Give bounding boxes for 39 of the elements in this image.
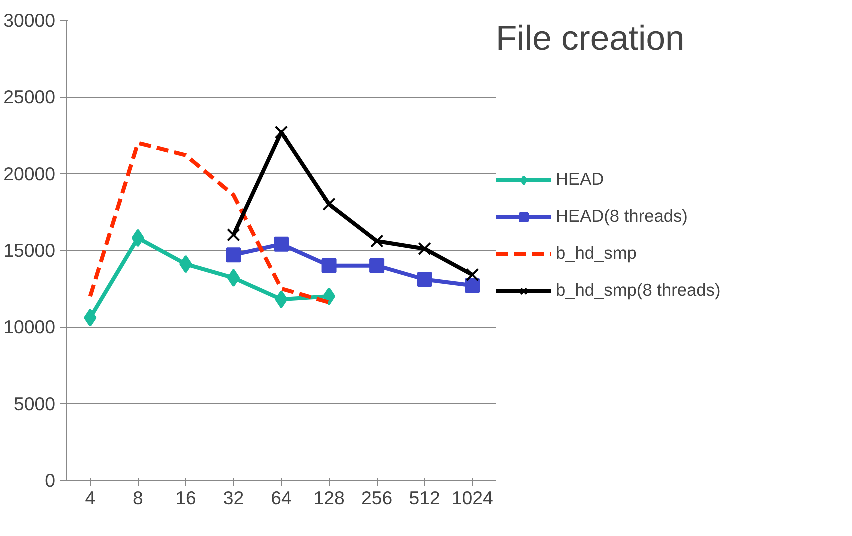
point xyxy=(370,258,385,274)
point xyxy=(465,278,480,294)
point xyxy=(370,234,384,248)
point xyxy=(132,229,144,248)
y-tick-label: 30000 xyxy=(4,10,56,31)
x-tick-label: 256 xyxy=(361,488,393,508)
y-tick-label: 15000 xyxy=(4,240,56,261)
y-tick-label: 10000 xyxy=(4,316,56,338)
point xyxy=(274,236,289,252)
x-tick-label: 512 xyxy=(409,488,440,508)
legend-label: HEAD(8 threads) xyxy=(556,206,688,227)
point xyxy=(322,258,337,274)
y-tick-label: 20000 xyxy=(4,163,56,184)
point xyxy=(275,290,288,309)
x-tick-label: 8 xyxy=(132,488,144,508)
y-tick-label: 5000 xyxy=(14,393,56,414)
point xyxy=(417,272,432,288)
x-tick-label: 4 xyxy=(85,488,96,508)
point xyxy=(180,255,192,274)
x-tick-label: 1024 xyxy=(452,488,494,508)
point xyxy=(322,198,336,212)
point xyxy=(227,269,240,288)
y-tick-label: 0 xyxy=(45,470,56,491)
point xyxy=(227,228,240,242)
point xyxy=(466,268,480,282)
legend-label: HEAD xyxy=(556,169,604,190)
x-tick-label: 16 xyxy=(176,488,196,508)
legend-label: b_hd_smp xyxy=(556,243,637,264)
x-tick-label: 64 xyxy=(271,488,292,508)
point xyxy=(274,126,288,140)
point xyxy=(322,288,336,306)
point xyxy=(418,242,432,256)
text: File creation xyxy=(496,20,686,59)
x-tick-label: 32 xyxy=(223,488,244,508)
legend-label: b_hd_smp(8 threads) xyxy=(556,280,721,301)
point xyxy=(226,248,242,263)
x-tick-label: 128 xyxy=(314,488,345,508)
point xyxy=(84,308,97,327)
y-tick-label: 25000 xyxy=(4,86,56,108)
